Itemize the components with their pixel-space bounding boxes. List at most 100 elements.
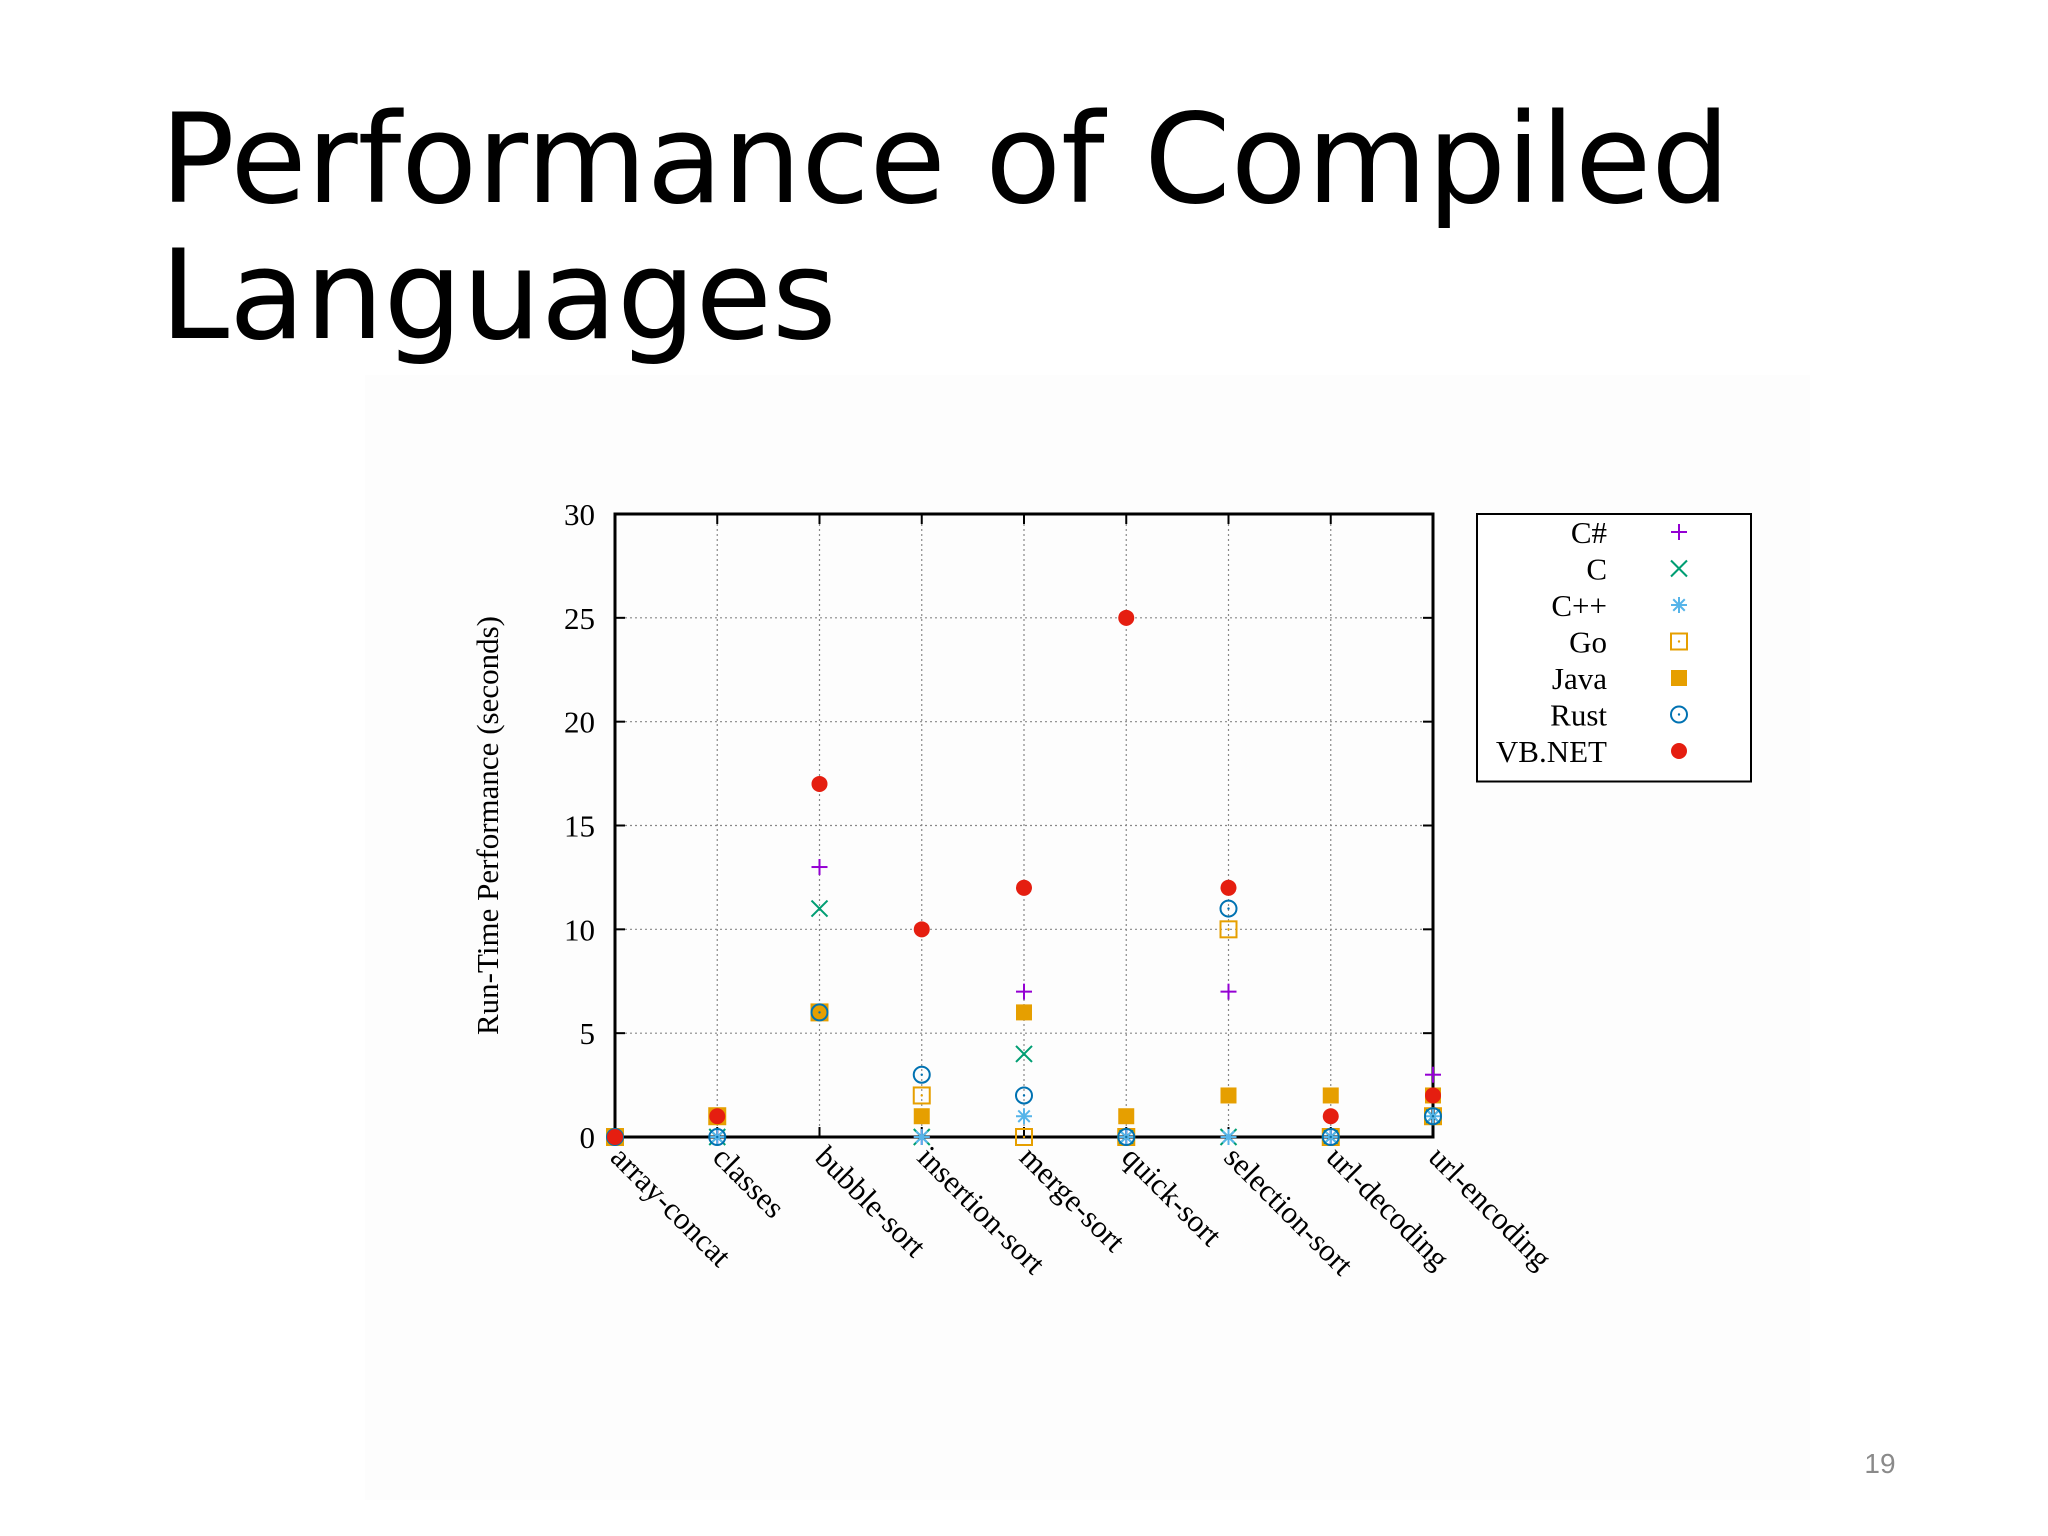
x-tick-label: bubble-sort [809,1139,934,1264]
marker-shape [1016,879,1032,896]
legend-label: Go [1569,625,1607,660]
legend-box [1476,513,1752,783]
marker-shape [1016,1004,1032,1021]
marker-shape [1425,1087,1441,1104]
data-point [1220,1129,1237,1145]
marker-shape [607,1129,623,1145]
y-axis-label: Run-Time Performance (seconds) [470,616,505,1035]
marker-stroke [810,899,829,918]
marker-shape [708,1128,727,1146]
marker-shape [913,921,930,938]
marker-shape [1015,1128,1033,1146]
legend-label: Rust [1550,698,1607,733]
data-point [912,1086,931,1105]
marker-dot [1677,713,1681,716]
legend-marker [1671,597,1687,613]
data-point [1322,1108,1339,1125]
data-point [1425,1087,1441,1104]
data-point [1016,1108,1032,1125]
legend-marker [1671,524,1687,540]
marker-shape [1220,1087,1237,1104]
marker-dot [1227,907,1230,910]
series-rust [606,899,1442,1146]
marker-shape [913,1108,930,1125]
data-point [1016,1004,1032,1021]
data-point [1016,983,1032,1000]
data-point [1219,899,1238,918]
marker-dot [1227,928,1230,931]
marker-shape [1219,899,1238,918]
marker-shape [811,775,828,792]
marker-stroke [915,1130,929,1144]
marker-stroke [1672,598,1686,612]
data-point [1015,1128,1033,1146]
marker-shape [912,1065,931,1084]
marker-stroke [1017,1109,1031,1123]
marker-shape [1670,632,1688,651]
marker-shape [1220,879,1237,896]
data-point [1219,920,1238,939]
data-point [811,775,828,792]
marker-dot [1431,1115,1435,1118]
y-tick-label: 10 [564,912,595,947]
marker-shape [1015,1086,1033,1105]
data-point [1118,1108,1135,1125]
data-point [1220,879,1237,896]
marker-shape [1670,705,1688,724]
marker-dot [920,1094,923,1097]
data-point [810,1003,829,1022]
data-point [1424,1107,1442,1126]
data-point [913,1129,930,1145]
series-c- [607,859,1441,1145]
marker-shape [1219,920,1238,939]
legend-label: Java [1552,661,1607,696]
marker-shape [1321,1128,1340,1146]
data-point [1425,1066,1441,1083]
data-point [1220,1087,1237,1104]
marker-dot [1022,1094,1026,1097]
y-tick-label: 20 [564,705,595,740]
marker-dot [1022,1135,1026,1139]
marker-shape [1117,1128,1136,1146]
data-point [1117,1128,1136,1146]
legend-label: C# [1571,515,1607,550]
marker-shape [1118,1108,1135,1125]
legend-marker [1670,559,1688,578]
data-point [811,859,828,876]
marker-shape [1424,1107,1442,1126]
data-point [913,921,930,938]
marker-dot [1125,1135,1128,1139]
x-tick-label: quick-sort [1115,1139,1229,1253]
marker-shape [1671,670,1687,686]
data-point [1322,1087,1339,1104]
data-point [1321,1128,1340,1146]
y-tick-label: 15 [564,809,595,844]
marker-shape [1118,609,1135,626]
marker-shape [1322,1087,1339,1104]
marker-dot [920,1073,923,1076]
legend-label: VB.NET [1496,734,1607,769]
legend-label: C [1586,552,1607,587]
legend-marker [1670,632,1688,651]
legend-marker [1671,670,1687,686]
data-point [810,899,829,918]
slide-title: Performance of Compiled Languages [160,88,1730,368]
data-point [709,1108,726,1125]
page-number: 19 [1864,1448,1896,1479]
y-tick-label: 5 [580,1016,596,1051]
legend-label: C++ [1551,588,1607,623]
marker-shape [1671,743,1687,759]
marker-shape [709,1108,726,1125]
marker-dot [1329,1135,1332,1139]
data-point [1015,1086,1033,1105]
marker-shape [912,1086,931,1105]
data-point [708,1128,727,1146]
data-point [912,1065,931,1084]
marker-stroke [1670,559,1688,578]
marker-stroke [1222,1130,1235,1144]
data-point [1220,983,1237,1000]
y-tick-labels: 0 5 10 15 20 25 30 [564,497,595,1155]
